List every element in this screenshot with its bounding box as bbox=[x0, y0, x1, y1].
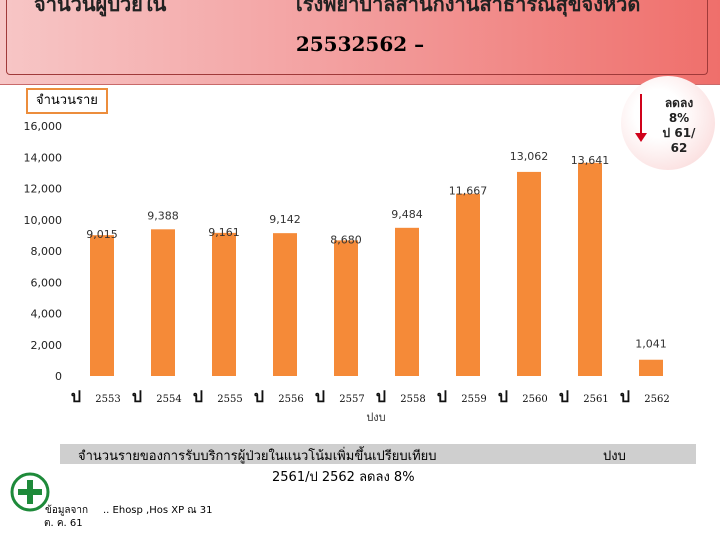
data-label: 9,142 bbox=[269, 213, 301, 226]
y-axis-label: จำนวนราย bbox=[26, 88, 108, 114]
data-label: 9,161 bbox=[208, 226, 240, 239]
note-line-3: ป 61/ bbox=[662, 126, 696, 140]
note-line-4: 62 bbox=[670, 141, 688, 155]
x-tick-prefix: ป bbox=[559, 387, 569, 406]
data-label: 8,680 bbox=[330, 233, 362, 246]
x-tick-label: 2560 bbox=[522, 394, 547, 405]
x-tick-label: 2562 bbox=[644, 394, 669, 405]
y-tick-label: 6,000 bbox=[31, 276, 63, 289]
caption-unit: ปงบ bbox=[603, 449, 626, 464]
bar bbox=[517, 171, 541, 376]
x-tick-prefix: ป bbox=[132, 387, 142, 406]
caption-bar bbox=[60, 444, 696, 464]
data-label: 9,015 bbox=[86, 228, 118, 241]
x-tick-label: 2561 bbox=[583, 394, 608, 405]
x-tick-label: 2556 bbox=[278, 394, 303, 405]
bar bbox=[212, 232, 236, 376]
x-tick-prefix: ป bbox=[376, 387, 386, 406]
y-tick-label: 14,000 bbox=[24, 151, 63, 164]
data-label: 9,484 bbox=[391, 208, 423, 221]
bar bbox=[395, 227, 419, 376]
bar bbox=[151, 229, 175, 376]
ministry-logo-icon bbox=[10, 472, 50, 512]
bar bbox=[456, 193, 480, 376]
note-line-2: 8% bbox=[668, 111, 690, 125]
x-tick-label: 2554 bbox=[156, 394, 181, 405]
x-tick-prefix: ป bbox=[498, 387, 508, 406]
bar bbox=[273, 233, 297, 376]
data-label: 13,062 bbox=[510, 150, 549, 163]
y-tick-label: 8,000 bbox=[31, 245, 63, 258]
bar-chart: 0 2,000 4,000 6,000 8,000 10,000 12,000 14,000 1… bbox=[24, 120, 670, 424]
down-arrow-icon bbox=[635, 94, 647, 142]
bar bbox=[639, 359, 663, 376]
x-tick-label: 2553 bbox=[95, 394, 120, 405]
x-tick-label: 2555 bbox=[217, 394, 242, 405]
y-tick-label: 4,000 bbox=[31, 308, 63, 321]
title-top-left: จำนวนผู้ป่วยใน bbox=[34, 0, 167, 16]
header-frame bbox=[6, 0, 708, 75]
source-detail: .. Ehosp ,Hos XP ณ 31 bbox=[103, 505, 213, 516]
decrease-note: ลดลง 8% ป 61/ 62 bbox=[646, 96, 712, 156]
x-tick-label: 2559 bbox=[461, 394, 486, 405]
data-label: 1,041 bbox=[635, 338, 667, 351]
source-date: ต. ค. 61 bbox=[44, 518, 83, 529]
source-label: ข้อมูลจาก bbox=[45, 505, 89, 516]
x-axis-title: ปงบ bbox=[366, 411, 385, 424]
x-tick-prefix: ป bbox=[437, 387, 447, 406]
bar bbox=[334, 240, 358, 376]
y-tick-label: 12,000 bbox=[24, 183, 63, 196]
data-label: 11,667 bbox=[449, 185, 488, 198]
x-tick-label: 2557 bbox=[339, 394, 364, 405]
y-tick-label: 0 bbox=[55, 370, 62, 383]
caption-line-1: จำนวนรายของการรับบริการผู้ป่วยในแนวโน้มเ… bbox=[78, 449, 437, 464]
data-label: 9,388 bbox=[147, 209, 179, 222]
y-tick-label: 16,000 bbox=[24, 120, 63, 133]
x-tick-prefix: ป bbox=[193, 387, 203, 406]
page-title: 25532562 – bbox=[295, 32, 425, 56]
bar bbox=[578, 162, 602, 376]
x-tick-prefix: ป bbox=[254, 387, 264, 406]
x-tick-prefix: ป bbox=[315, 387, 325, 406]
y-tick-label: 10,000 bbox=[24, 214, 63, 227]
bar bbox=[90, 235, 114, 376]
caption-line-2: 2561/ป 2562 ลดลง 8% bbox=[272, 470, 415, 485]
x-tick-prefix: ป bbox=[620, 387, 630, 406]
data-label: 13,641 bbox=[571, 154, 610, 167]
note-highlight bbox=[621, 76, 715, 170]
x-tick-prefix: ป bbox=[71, 387, 81, 406]
y-tick-label: 2,000 bbox=[31, 339, 63, 352]
title-top-right: โรงพยาบาลสำนักงานสาธารณสุขจังหวัด bbox=[292, 0, 641, 16]
x-tick-label: 2558 bbox=[400, 394, 425, 405]
note-line-1: ลดลง bbox=[664, 96, 694, 110]
header-band bbox=[0, 0, 720, 85]
